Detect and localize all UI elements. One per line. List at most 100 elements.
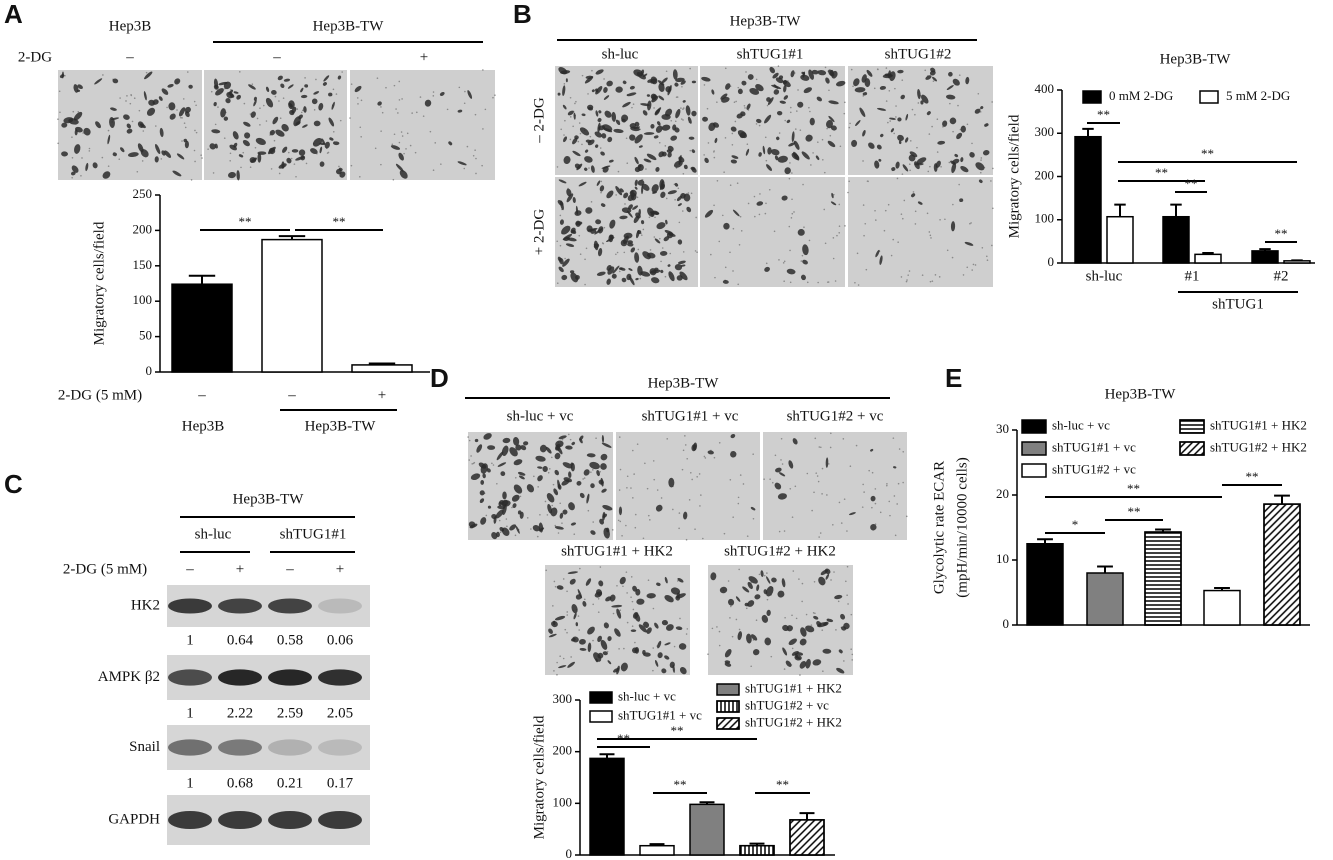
image-label: sh-luc + vc bbox=[507, 408, 574, 424]
pore bbox=[587, 93, 589, 95]
cell bbox=[649, 268, 657, 276]
pore bbox=[932, 80, 935, 82]
pore bbox=[652, 607, 655, 610]
pore bbox=[685, 633, 688, 635]
cell bbox=[674, 82, 679, 87]
pore bbox=[678, 221, 681, 224]
cell bbox=[925, 75, 932, 80]
cell bbox=[730, 451, 737, 458]
cell bbox=[595, 69, 604, 75]
cell bbox=[497, 505, 506, 510]
pore bbox=[293, 163, 296, 165]
pore bbox=[765, 262, 768, 265]
pore bbox=[506, 525, 508, 528]
cell bbox=[680, 80, 686, 85]
pore bbox=[769, 478, 771, 480]
pore bbox=[138, 109, 141, 112]
pore bbox=[474, 113, 477, 116]
pore bbox=[724, 137, 727, 139]
cell bbox=[634, 252, 640, 263]
pore bbox=[682, 449, 685, 452]
pore bbox=[914, 210, 917, 213]
cell bbox=[313, 120, 321, 127]
legend-swatch bbox=[1021, 441, 1047, 456]
cell bbox=[585, 578, 592, 586]
cell bbox=[214, 143, 218, 149]
panel-label: B bbox=[513, 0, 532, 29]
pore bbox=[789, 106, 792, 109]
pore bbox=[630, 487, 632, 489]
pore bbox=[724, 67, 727, 70]
pore bbox=[690, 192, 693, 195]
cell bbox=[687, 116, 692, 124]
cell bbox=[801, 71, 805, 75]
pore bbox=[625, 524, 627, 527]
cell bbox=[942, 120, 948, 127]
pore bbox=[794, 485, 797, 488]
pore bbox=[482, 69, 484, 71]
pore bbox=[338, 165, 340, 168]
pore bbox=[929, 280, 932, 283]
pore bbox=[590, 471, 592, 473]
cell bbox=[950, 160, 956, 165]
pore bbox=[187, 71, 189, 73]
pore bbox=[405, 148, 407, 150]
pore bbox=[780, 437, 783, 440]
cell bbox=[144, 71, 153, 80]
pore bbox=[577, 140, 580, 143]
pore bbox=[212, 172, 215, 174]
cell bbox=[589, 461, 600, 470]
pore bbox=[747, 202, 750, 205]
cell bbox=[876, 144, 882, 150]
pore bbox=[564, 119, 566, 122]
cell bbox=[596, 589, 603, 596]
cell bbox=[283, 78, 291, 82]
cell bbox=[786, 625, 793, 632]
pore bbox=[862, 483, 864, 486]
pore bbox=[991, 207, 994, 210]
cell bbox=[682, 100, 686, 103]
cell bbox=[479, 498, 485, 504]
pore bbox=[879, 511, 882, 514]
pore bbox=[856, 252, 859, 255]
pore bbox=[623, 251, 626, 254]
legend-swatch bbox=[1021, 463, 1047, 478]
cell bbox=[730, 159, 738, 164]
pore bbox=[446, 108, 449, 111]
cell bbox=[457, 109, 463, 113]
cell bbox=[487, 445, 496, 450]
pore bbox=[678, 527, 680, 530]
pore bbox=[682, 107, 685, 109]
pore bbox=[862, 160, 864, 162]
cell bbox=[905, 113, 909, 121]
cell bbox=[779, 100, 787, 104]
cell bbox=[805, 658, 811, 669]
cell bbox=[853, 78, 860, 87]
cell bbox=[298, 149, 306, 156]
pore bbox=[718, 644, 721, 647]
error-bar bbox=[1114, 203, 1126, 217]
pore bbox=[843, 112, 846, 115]
cell bbox=[601, 442, 612, 448]
pore bbox=[939, 218, 941, 221]
pore bbox=[611, 529, 614, 531]
cell bbox=[502, 437, 511, 444]
cell bbox=[769, 66, 776, 74]
cell bbox=[571, 441, 576, 446]
pore bbox=[689, 149, 692, 152]
cell bbox=[767, 97, 774, 106]
cell bbox=[654, 107, 662, 115]
pore bbox=[341, 71, 343, 73]
pore bbox=[505, 518, 508, 520]
pore bbox=[850, 613, 853, 616]
cell bbox=[168, 102, 176, 111]
x-tick-label: sh-luc bbox=[1086, 268, 1123, 284]
cell bbox=[677, 203, 682, 207]
cell bbox=[595, 144, 599, 148]
cell bbox=[582, 600, 587, 607]
cell bbox=[575, 622, 579, 627]
pore bbox=[716, 101, 718, 103]
pore bbox=[729, 605, 732, 608]
micrograph bbox=[700, 66, 845, 175]
pore bbox=[88, 150, 91, 152]
